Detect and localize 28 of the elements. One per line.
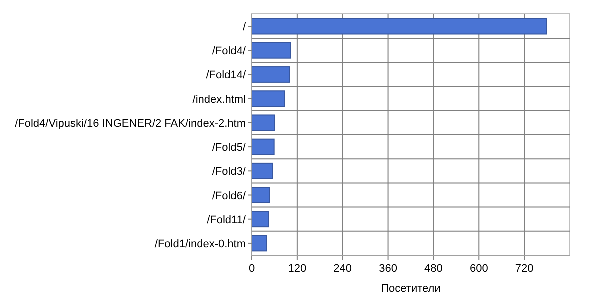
x-tick-label: 240	[334, 263, 352, 275]
x-tick-label: 120	[288, 263, 307, 275]
y-tick-label: /Fold6/	[212, 190, 247, 202]
y-tick-label: /Fold3/	[212, 166, 247, 178]
y-tick-label: /	[242, 22, 247, 34]
y-tick-label: /Fold14/	[206, 70, 247, 82]
bar	[252, 90, 286, 108]
bar	[252, 138, 275, 156]
bar	[252, 66, 290, 83]
x-axis-title: Посетители	[381, 283, 441, 295]
x-tick-label: 480	[424, 263, 443, 275]
bar	[252, 211, 270, 228]
x-tick-label: 360	[379, 263, 398, 275]
y-tick-label: /Fold5/	[212, 142, 247, 154]
bar	[252, 42, 292, 59]
y-tick-label: /index.html	[192, 94, 246, 106]
bar	[252, 18, 548, 35]
x-tick-label: 600	[470, 263, 488, 275]
bar	[252, 114, 276, 132]
x-tick-label: 720	[515, 263, 534, 275]
y-tick-label: /Fold4/	[212, 46, 247, 58]
y-tick-label: /Fold1/index-0.htm	[154, 238, 246, 250]
y-tick-label: /Fold4/Vipuski/16 INGENER/2 FAK/index-2.htm	[15, 118, 246, 130]
y-tick-label: /Fold11/	[207, 214, 247, 226]
x-tick-label: 0	[248, 263, 256, 275]
bar	[252, 235, 268, 252]
bar	[252, 162, 274, 180]
bar	[252, 187, 270, 204]
